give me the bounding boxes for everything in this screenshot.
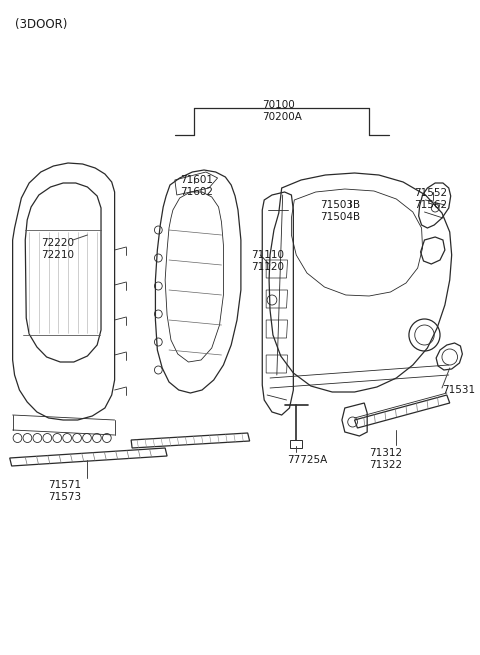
Text: 71110
71120: 71110 71120: [251, 250, 284, 272]
Text: 71601
71602: 71601 71602: [180, 175, 213, 197]
Text: 70100
70200A: 70100 70200A: [262, 100, 301, 122]
Text: 71552
71562: 71552 71562: [414, 188, 447, 210]
Text: 71312
71322: 71312 71322: [369, 448, 402, 470]
Text: 71571
71573: 71571 71573: [48, 480, 82, 502]
Text: (3DOOR): (3DOOR): [14, 18, 67, 31]
Text: 72220
72210: 72220 72210: [41, 238, 74, 261]
Text: 71503B
71504B: 71503B 71504B: [321, 200, 360, 223]
Text: 71531: 71531: [442, 385, 475, 395]
Text: 77725A: 77725A: [288, 455, 328, 465]
